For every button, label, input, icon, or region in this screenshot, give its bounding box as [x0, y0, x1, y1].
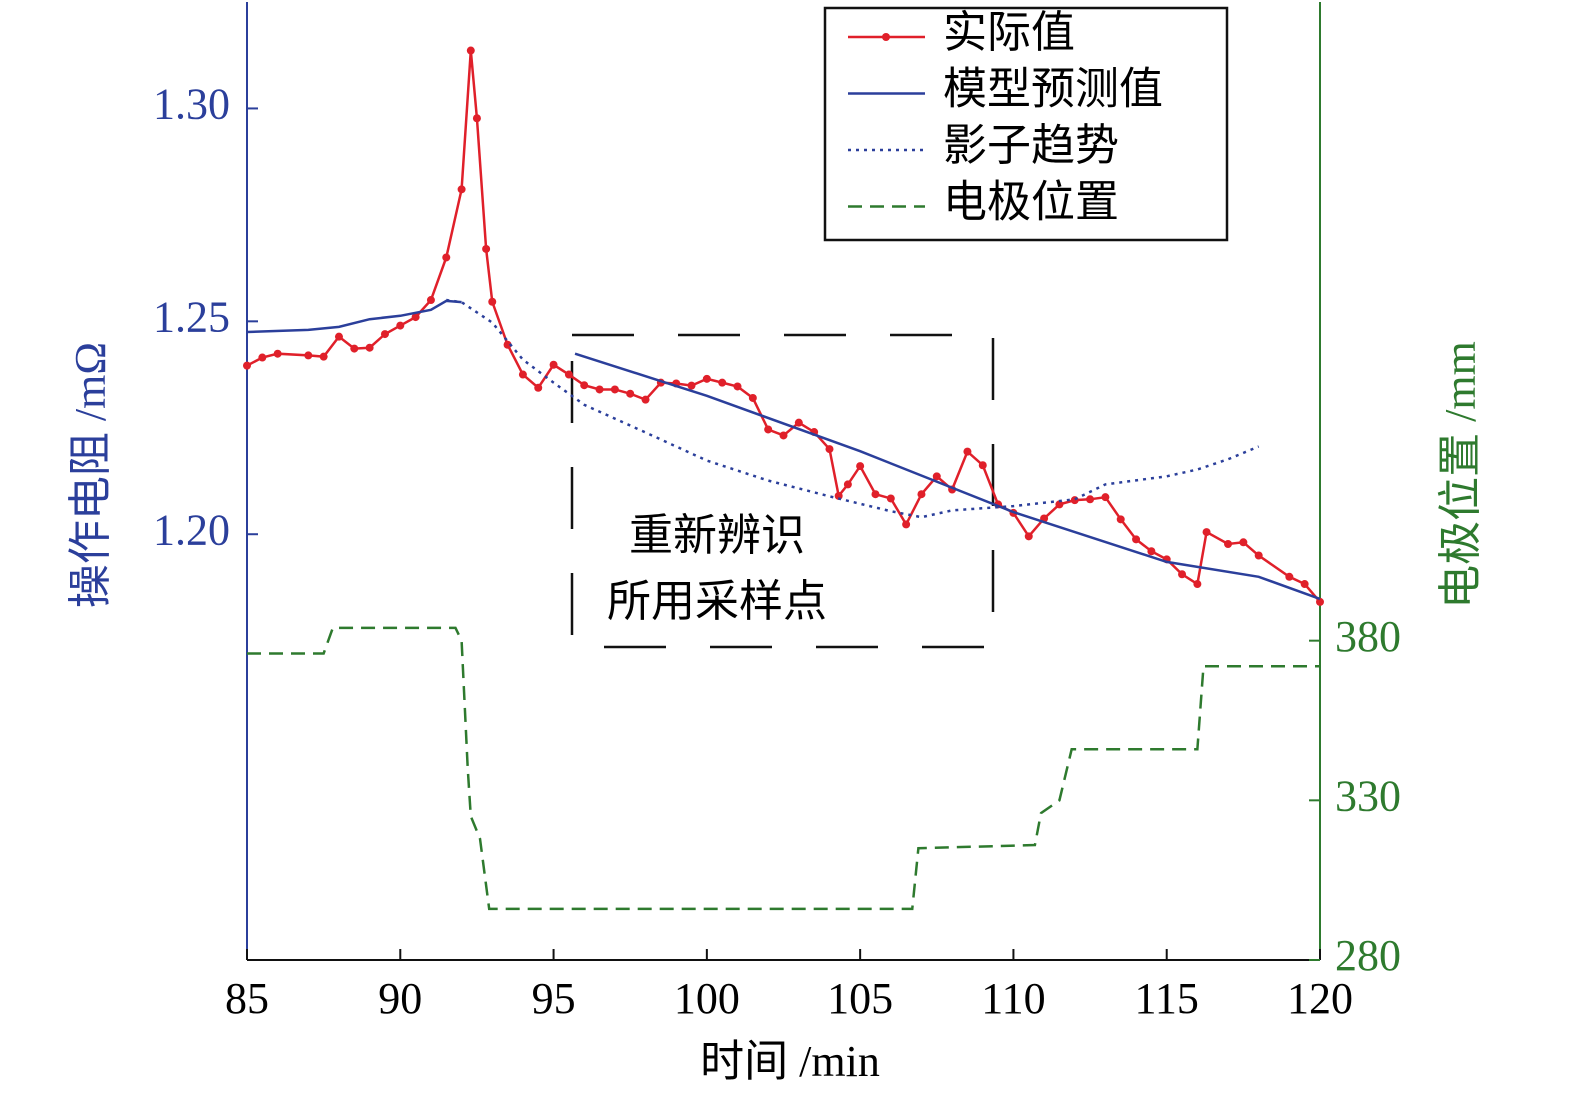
y-tick-label: 1.25	[153, 292, 230, 341]
data-point	[472, 114, 481, 123]
data-point	[1254, 551, 1263, 560]
data-point	[687, 381, 696, 390]
x-axis-title: 时间 /min	[700, 1037, 880, 1086]
data-point	[702, 374, 711, 383]
data-point	[273, 349, 282, 358]
data-point	[396, 321, 405, 330]
legend-label: 实际值	[943, 8, 1075, 57]
data-point	[488, 297, 497, 306]
y-axis-title: 操作电阻 /mΩ	[66, 342, 115, 608]
data-point	[549, 360, 558, 369]
legend-marker	[882, 33, 890, 41]
data-point	[1300, 580, 1309, 589]
data-point	[426, 296, 435, 305]
data-point	[442, 253, 451, 262]
data-point	[1101, 493, 1110, 502]
data-point	[1070, 496, 1079, 505]
data-point	[1147, 547, 1156, 556]
data-point	[580, 381, 589, 390]
series-line	[246, 299, 1321, 601]
x-tick-label: 115	[1135, 974, 1199, 1023]
y2-axis-title: 电极位置 /mm	[1436, 341, 1485, 609]
data-point	[1055, 500, 1064, 509]
data-point	[871, 490, 880, 499]
x-tick-label: 90	[378, 974, 422, 1023]
y-tick-label: 1.30	[153, 80, 230, 129]
data-point	[978, 461, 987, 470]
legend-label: 电极位置	[943, 178, 1119, 227]
x-tick-label: 85	[225, 974, 269, 1023]
data-point	[457, 185, 466, 194]
x-tick-label: 95	[532, 974, 576, 1023]
annotation-text: 重新辨识	[629, 511, 805, 560]
x-tick-label: 100	[674, 974, 740, 1023]
y2-tick-label: 380	[1335, 612, 1401, 661]
data-point	[718, 378, 727, 387]
data-point	[258, 353, 267, 362]
data-point	[304, 351, 313, 360]
data-point	[564, 370, 573, 379]
data-point	[1202, 528, 1211, 537]
data-point	[334, 332, 343, 341]
data-point	[350, 344, 359, 353]
data-point	[1193, 580, 1202, 589]
data-point	[794, 418, 803, 427]
y-tick-label: 1.20	[153, 505, 230, 554]
x-tick-label: 120	[1287, 974, 1353, 1023]
data-point	[843, 480, 852, 489]
data-point	[779, 431, 788, 440]
annotation-text: 所用采样点	[607, 577, 827, 626]
data-point	[1224, 540, 1233, 549]
data-point	[825, 445, 834, 454]
data-point	[466, 46, 475, 55]
data-point	[482, 244, 491, 253]
legend-label: 影子趋势	[943, 121, 1119, 170]
y2-tick-label: 330	[1335, 771, 1401, 820]
data-point	[1285, 572, 1294, 581]
data-point	[243, 361, 251, 370]
data-point	[1239, 538, 1248, 547]
data-point	[641, 395, 650, 404]
data-point	[1316, 597, 1324, 606]
data-point	[886, 494, 895, 503]
legend-box	[823, 6, 1229, 242]
data-point	[411, 313, 420, 322]
data-point	[856, 462, 865, 471]
data-point	[595, 385, 604, 394]
data-point	[534, 383, 543, 392]
data-point	[518, 370, 527, 379]
series-line	[446, 298, 1260, 519]
series-line	[247, 626, 1320, 911]
y2-tick-label: 280	[1335, 931, 1401, 980]
data-point	[626, 389, 635, 398]
x-tick-label: 110	[981, 974, 1045, 1023]
data-point	[917, 490, 926, 499]
x-tick-label: 105	[827, 974, 893, 1023]
data-point	[932, 472, 941, 481]
data-point	[319, 352, 328, 361]
data-point	[1086, 495, 1095, 504]
data-point	[1024, 532, 1033, 541]
data-point	[610, 385, 619, 394]
data-point	[1132, 535, 1141, 544]
series-line	[246, 50, 1321, 603]
data-point	[733, 382, 742, 391]
data-point	[902, 520, 911, 529]
data-point	[1116, 515, 1125, 524]
data-point	[764, 425, 773, 434]
data-point	[963, 447, 972, 456]
data-point	[380, 330, 389, 339]
data-point	[503, 340, 512, 349]
data-point	[748, 393, 757, 402]
data-point	[1178, 570, 1187, 579]
legend-label: 模型预测值	[943, 65, 1163, 114]
data-point	[365, 343, 374, 352]
